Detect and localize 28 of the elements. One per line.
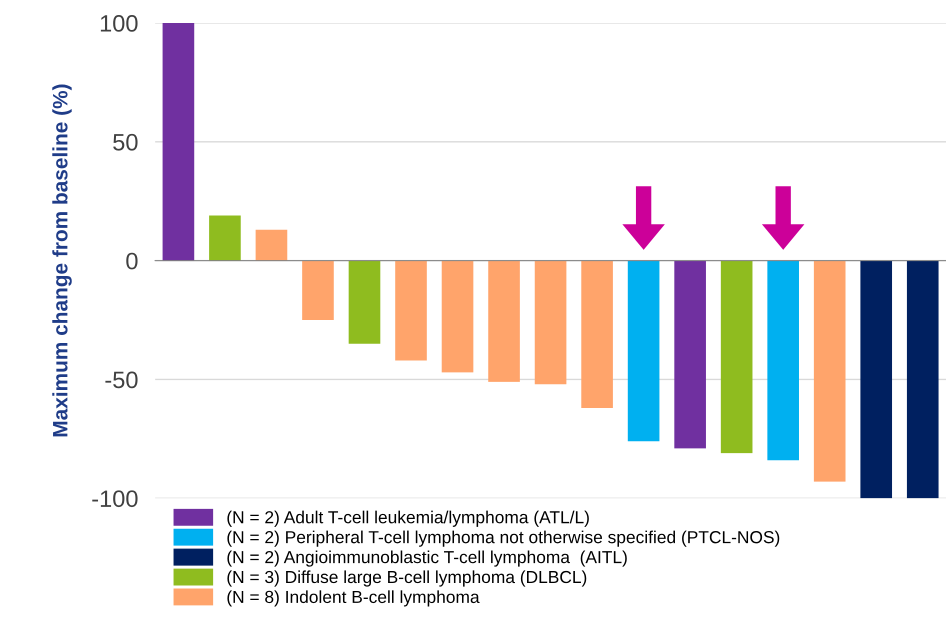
legend-label: (N = 8) Indolent B-cell lymphoma (227, 590, 480, 607)
bar (581, 260, 613, 408)
legend-label: (N = 3) Diffuse large B-cell lymphoma (DLBCL) (227, 570, 586, 587)
y-tick-label: 100 (100, 15, 138, 32)
bar (534, 260, 566, 384)
bar (256, 230, 288, 261)
legend-label: (N = 2) Adult T-cell leukemia/lymphoma (ATL/L) (227, 510, 589, 527)
y-tick-label: -100 (92, 490, 138, 508)
bar (442, 260, 474, 372)
bar (395, 260, 427, 360)
y-axis-title: Maximum change from baseline (%) (52, 84, 72, 436)
y-tick-label: -50 (105, 372, 138, 388)
legend-label: (N = 2) Angioimmunoblastic T-cell lymphoma (AITL) (227, 550, 627, 567)
bar (906, 260, 939, 498)
bar (628, 260, 660, 442)
bar (162, 22, 194, 261)
y-tick-label: 0 (126, 252, 138, 270)
bar (860, 260, 892, 498)
legend-label: (N = 2) Peripheral T-cell lymphoma not otherwise specified (PTCL-NOS) (227, 530, 780, 547)
bar (767, 260, 799, 460)
bar (674, 260, 706, 448)
bar (814, 260, 846, 482)
bar (348, 260, 380, 344)
bar (720, 260, 752, 454)
bar (209, 215, 241, 261)
y-tick-label: 50 (113, 134, 138, 151)
bar (488, 260, 520, 382)
bar (302, 260, 334, 320)
